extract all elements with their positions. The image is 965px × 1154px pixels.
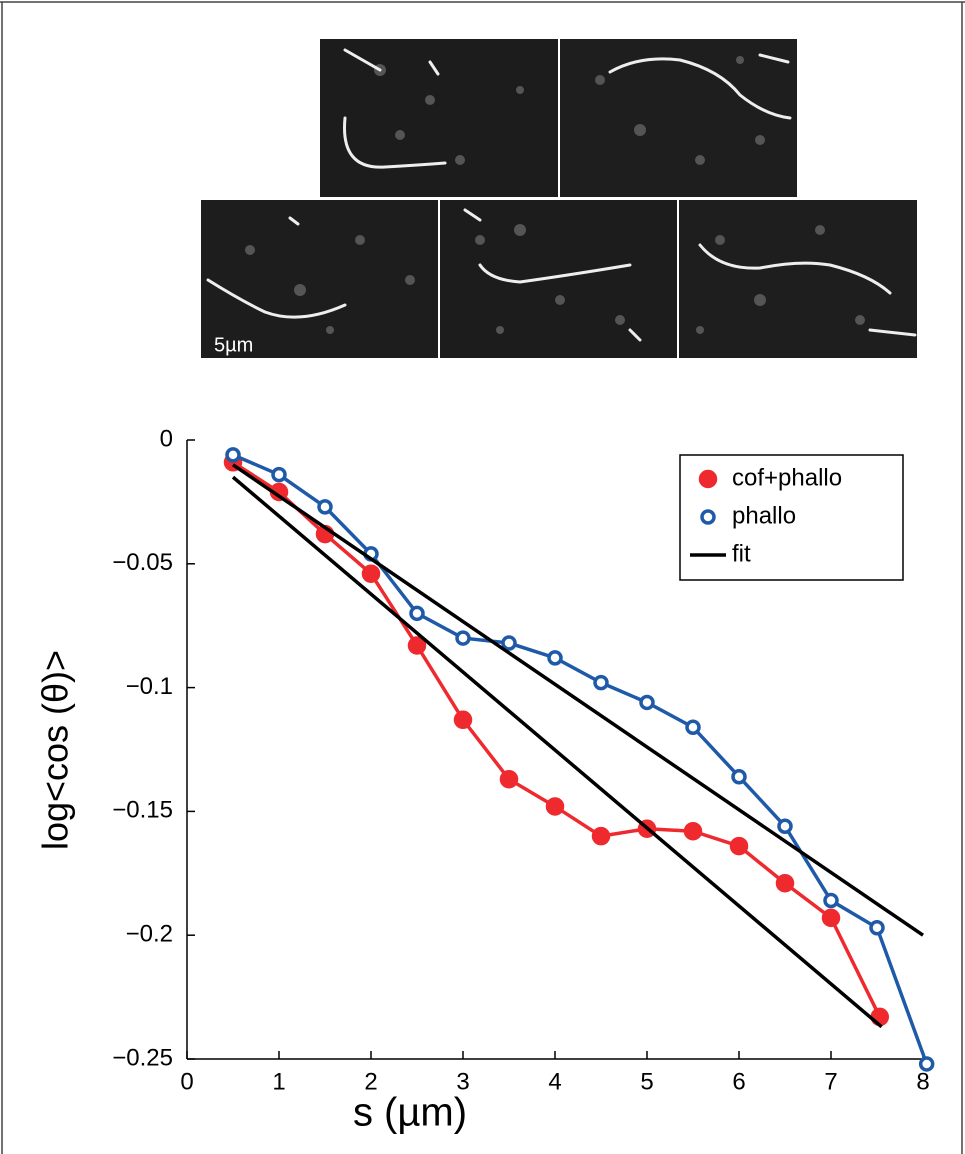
x-tick-label: 6 [732, 1068, 745, 1095]
data-point [823, 892, 839, 909]
data-point [407, 636, 427, 655]
data-point [317, 499, 333, 515]
legend: cof+phallo phallo fit [679, 454, 904, 581]
x-tick-label: 0 [180, 1068, 193, 1095]
legend-swatch [700, 509, 716, 525]
y-axis-label: log<cos (θ)> [35, 650, 76, 850]
legend-label: phallo [732, 502, 796, 529]
y-tick-label: −0.2 [126, 921, 173, 948]
data-point [501, 635, 517, 651]
x-tick-label: 4 [548, 1068, 561, 1095]
x-tick-label: 1 [272, 1068, 285, 1095]
x-tick-label: 2 [364, 1068, 377, 1095]
y-tick-label: 0 [160, 425, 173, 452]
data-point [225, 447, 241, 463]
data-point [777, 818, 793, 835]
plot-area: 0 1 2 3 4 5 6 7 8 0 −0.05 −0.1 −0.15 −0.2 −0.25 cof+pha… [112, 425, 935, 1095]
data-point [821, 908, 841, 928]
legend-box [679, 454, 904, 581]
legend-label: cof+phallo [732, 464, 842, 491]
y-tick-label: −0.05 [112, 549, 173, 576]
data-point [918, 1056, 935, 1072]
series-line [232, 453, 929, 1065]
data-point [455, 630, 471, 646]
data-point [591, 826, 611, 846]
data-point [361, 564, 381, 583]
data-point [639, 694, 655, 711]
data-point [545, 797, 565, 816]
x-tick-label: 7 [824, 1068, 837, 1095]
data-point [409, 605, 425, 622]
data-point [547, 650, 563, 666]
data-point [731, 768, 747, 785]
series-line [231, 463, 924, 1029]
micrographs: 5µm [201, 39, 917, 358]
data-point [593, 674, 609, 691]
data-point [499, 769, 519, 789]
x-tick-label: 8 [916, 1068, 929, 1095]
y-tick-label: −0.25 [112, 1044, 173, 1071]
x-axis-label: s (µm) [353, 1091, 467, 1135]
scale-label: 5µm [214, 334, 253, 356]
data-point [685, 719, 701, 735]
x-tick-label: 5 [640, 1068, 653, 1095]
data-point [775, 873, 795, 893]
data-point [271, 466, 287, 483]
data-point [729, 836, 749, 856]
data-point [869, 920, 885, 936]
legend-swatch [698, 469, 718, 489]
data-point [683, 821, 703, 841]
y-tick-label: −0.15 [112, 797, 173, 824]
legend-label: fit [732, 540, 751, 567]
data-point [453, 710, 473, 730]
y-tick-label: −0.1 [126, 673, 173, 700]
x-tick-label: 3 [456, 1068, 469, 1095]
